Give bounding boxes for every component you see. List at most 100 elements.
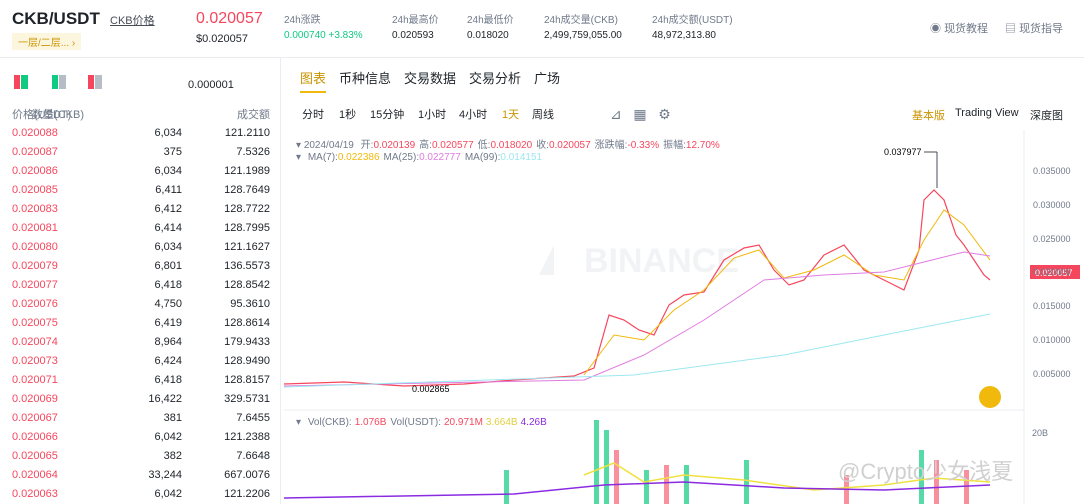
book-row[interactable]: 0.020066 6,042 121.2388 (0, 428, 280, 446)
book-row[interactable]: 0.020085 6,411 128.7649 (0, 181, 280, 199)
precision[interactable]: 0.000001 (188, 79, 234, 91)
view-option[interactable]: Trading View (955, 107, 1019, 119)
vol-legend: ▾ Vol(CKB): 1.076B Vol(USDT): 20.971M 3.664B… (296, 417, 547, 428)
book-row[interactable]: 0.020076 4,750 95.3610 (0, 295, 280, 313)
book-price: 0.020087 (12, 146, 58, 158)
chart-tab[interactable]: 交易分析 (469, 71, 522, 86)
y-tick-label: 0.010000 (1033, 335, 1071, 345)
book-row[interactable]: 0.020081 6,414 128.7995 (0, 219, 280, 237)
book-price: 0.020073 (12, 355, 58, 367)
book-header: 成交额 (237, 109, 270, 121)
link[interactable]: ◉ 现货教程 (930, 23, 989, 35)
vol-value: 20.971M (443, 417, 483, 428)
book-row[interactable]: 0.020088 6,034 121.2110 (0, 124, 280, 142)
vol-value: 1.076B (354, 417, 387, 428)
link[interactable]: ▤ 现货指导 (1005, 23, 1064, 35)
book-row[interactable]: 0.020071 6,418 128.8157 (0, 371, 280, 389)
book-total: 179.9433 (224, 336, 270, 348)
footer-watermark: @Crypto少女浅夏 (838, 459, 1014, 484)
stat-value: 2,499,759,055.00 (544, 30, 622, 41)
view-option[interactable]: 深度图 (1030, 110, 1063, 122)
book-total: 121.2206 (224, 488, 270, 500)
interval[interactable]: 周线 (532, 109, 554, 121)
book-total: 128.8542 (224, 279, 270, 291)
ohlc-label: 涨跌幅: (594, 140, 628, 151)
price-usd: $0.020057 (196, 33, 248, 45)
book-total: 7.6455 (236, 412, 270, 424)
interval[interactable]: 分时 (302, 109, 324, 121)
book-price: 0.020088 (12, 127, 58, 139)
book-qty: 6,414 (154, 222, 182, 234)
book-row[interactable]: 0.020065 382 7.6648 (0, 447, 280, 465)
stat-label: 24h成交额(USDT) (652, 15, 733, 26)
book-qty: 6,042 (154, 488, 182, 500)
book-row[interactable]: 0.020074 8,964 179.9433 (0, 333, 280, 351)
book-price: 0.020065 (12, 450, 58, 462)
stat-label: 24h涨跌 (284, 15, 321, 26)
price-link[interactable]: CKB价格 (110, 15, 155, 27)
book-row[interactable]: 0.020079 6,801 136.5573 (0, 257, 280, 275)
stat-value: 0.020593 (392, 30, 434, 41)
book-qty: 6,042 (154, 431, 182, 443)
stat-value: 0.018020 (467, 30, 509, 41)
ohlc-label: 振幅: (663, 140, 686, 151)
book-qty: 8,964 (154, 336, 182, 348)
book-price: 0.020074 (12, 336, 58, 348)
y-tick-label: 0.025000 (1033, 233, 1071, 244)
book-row[interactable]: 0.020073 6,424 128.9490 (0, 352, 280, 370)
y-tick-label: 0.030000 (1033, 199, 1071, 210)
ma-label: MA(99): (464, 152, 501, 163)
interval[interactable]: 1小时 (418, 109, 447, 121)
ohlc-value: 12.70% (685, 140, 720, 151)
ohlc-value: 0.018020 (490, 140, 533, 151)
book-qty: 6,034 (154, 165, 182, 177)
ma-value: 0.022386 (337, 152, 380, 163)
book-modes[interactable] (14, 75, 114, 91)
book-qty: 6,801 (154, 260, 182, 272)
book-row[interactable]: 0.020063 6,042 121.2206 (0, 485, 280, 503)
book-price: 0.020080 (12, 241, 58, 253)
book-price: 0.020064 (12, 469, 58, 481)
vol-label: Vol(USDT): (390, 417, 441, 428)
chart-tab[interactable]: 交易数据 (404, 71, 457, 86)
interval[interactable]: 1天 (502, 109, 520, 121)
chart-tab[interactable]: 广场 (534, 71, 561, 86)
book-qty: 16,422 (148, 393, 182, 405)
ohlc-label: 高: (419, 140, 432, 151)
ohlc-date: 2024/04/19 (303, 140, 354, 151)
book-row[interactable]: 0.020080 6,034 121.1627 (0, 238, 280, 256)
y-tick-label: 0.015000 (1033, 301, 1071, 312)
book-qty: 6,418 (154, 279, 182, 291)
book-total: 128.7649 (224, 184, 270, 196)
book-qty: 6,412 (154, 203, 182, 215)
book-price: 0.020069 (12, 393, 58, 405)
book-row[interactable]: 0.020075 6,419 128.8614 (0, 314, 280, 332)
tag[interactable]: 一层/二层... › (12, 33, 82, 50)
interval[interactable]: 1秒 (339, 109, 357, 121)
book-row[interactable]: 0.020069 16,422 329.5731 (0, 390, 280, 408)
y-tick-label: 0.005000 (1033, 368, 1071, 379)
toolbar-icons[interactable]: ⊿ ▦ ⚙ (610, 106, 671, 122)
book-qty: 6,411 (155, 184, 182, 196)
book-price: 0.020067 (12, 412, 58, 424)
chart-tab[interactable]: 图表 (300, 68, 327, 93)
low-note: 0.002865 (412, 384, 450, 394)
book-row[interactable]: 0.020087 375 7.5326 (0, 143, 280, 161)
book-total: 121.1989 (224, 165, 270, 177)
book-row[interactable]: 0.020083 6,412 128.7722 (0, 200, 280, 218)
view-option[interactable]: 基本版 (912, 110, 945, 122)
ohlc-label: 低: (477, 140, 491, 151)
book-row[interactable]: 0.020086 6,034 121.1989 (0, 162, 280, 180)
book-price: 0.020081 (12, 222, 58, 234)
interval[interactable]: 15分钟 (370, 109, 405, 121)
book-row[interactable]: 0.020067 381 7.6455 (0, 409, 280, 427)
book-qty: 6,424 (154, 355, 182, 367)
book-qty: 6,419 (154, 317, 182, 329)
book-row[interactable]: 0.020077 6,418 128.8542 (0, 276, 280, 294)
book-row[interactable]: 0.020064 33,244 667.0076 (0, 466, 280, 484)
stat-label: 24h最低价 (467, 15, 514, 26)
interval[interactable]: 4小时 (459, 109, 488, 121)
chart-tab[interactable]: 币种信息 (339, 71, 392, 86)
book-price: 0.020086 (12, 165, 58, 177)
ohlc-value: 0.020577 (431, 140, 474, 151)
